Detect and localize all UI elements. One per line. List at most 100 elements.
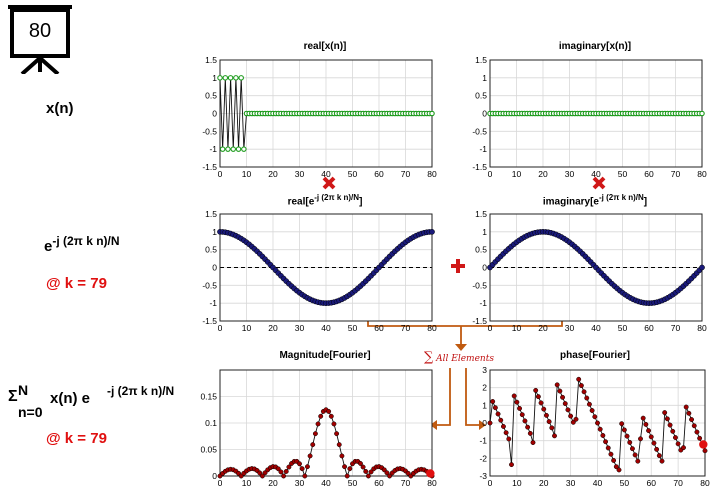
y-tick-label: -0.5 [202, 126, 217, 136]
x-tick-label: 60 [644, 323, 654, 333]
y-tick-label: -0.5 [202, 280, 217, 290]
data-point [681, 445, 686, 451]
multiply-icon [592, 176, 606, 190]
series-points [217, 407, 435, 479]
x-tick-label: 50 [618, 169, 628, 179]
tick-labels: 0 10 20 30 40 50 60 70 80 -3 -2 -1 0 1 2 3 [479, 366, 710, 488]
y-tick-label: 0.5 [205, 245, 217, 255]
x-tick-label: 30 [295, 478, 305, 488]
highlight-point [699, 440, 708, 449]
dft-sum-label: Σ N n=0 x(n) e -j (2π k n)/N [8, 382, 188, 422]
data-point [664, 416, 670, 422]
plot-title-real-e-post: ] [359, 196, 363, 208]
tick-labels: 0 10 20 30 40 50 60 70 80 -1.5 -1 -0.5 0 0.5 1 1.5 [202, 210, 437, 333]
sum-lower-limit: n=0 [18, 404, 43, 420]
series-points [217, 75, 435, 152]
y-tick-label: 2 [482, 383, 487, 393]
data-point [225, 146, 231, 152]
data-point [533, 387, 539, 393]
x-tick-label: 60 [644, 169, 654, 179]
x-tick-label: 30 [295, 169, 305, 179]
series-points [487, 376, 708, 473]
data-point [573, 416, 579, 422]
data-point [302, 473, 308, 479]
data-point [619, 421, 625, 427]
data-point [297, 461, 302, 467]
series-points [217, 228, 435, 307]
data-point [557, 388, 563, 394]
data-point [699, 110, 705, 117]
y-tick-label: -1.5 [202, 316, 217, 326]
data-point [275, 466, 281, 472]
x-tick-label: 40 [321, 478, 331, 488]
data-point [702, 448, 708, 454]
data-point [360, 464, 366, 470]
data-point [635, 458, 641, 464]
x-tick-label: 70 [401, 478, 411, 488]
data-point [638, 436, 643, 442]
x-tick-label: 40 [591, 323, 601, 333]
y-tick-label: -1.5 [202, 162, 217, 172]
data-point [318, 413, 324, 419]
data-point [632, 452, 638, 458]
y-tick-label: -1.5 [472, 316, 487, 326]
x-tick-label: 80 [427, 169, 437, 179]
x-tick-label: 40 [591, 169, 601, 179]
data-point [616, 467, 622, 473]
y-tick-label: 0 [482, 263, 487, 273]
data-point [344, 473, 350, 479]
data-point [629, 446, 635, 452]
data-point [654, 446, 660, 452]
data-point [538, 400, 544, 406]
axes-box [219, 369, 433, 477]
data-point [675, 441, 681, 447]
data-point [387, 473, 393, 479]
data-point [299, 466, 305, 472]
data-point [646, 428, 652, 434]
x-tick-label: 10 [512, 478, 522, 488]
all-elements-text: All Elements [436, 354, 494, 364]
data-point [648, 434, 654, 440]
data-point [503, 430, 509, 436]
x-tick-label: 80 [697, 323, 707, 333]
x-tick-label: 70 [401, 169, 411, 179]
y-tick-label: 0.5 [475, 245, 487, 255]
data-point [281, 473, 287, 479]
y-tick-label: 1 [482, 400, 487, 410]
data-point [509, 462, 514, 468]
x-tick-label: 60 [374, 323, 384, 333]
data-point [305, 464, 310, 470]
data-point [312, 431, 318, 437]
x-tick-label: 50 [618, 323, 628, 333]
y-tick-label: 0 [482, 418, 487, 428]
data-point [527, 430, 533, 436]
x-tick-label: 70 [671, 169, 681, 179]
plot-title-real-e: real[e-j (2π k n)/N] [220, 193, 430, 207]
plot-title-real-e-sup: -j (2π k n)/N [314, 193, 360, 202]
data-point [578, 383, 584, 388]
data-point [257, 470, 263, 476]
y-tick-label: -0.5 [472, 280, 487, 290]
x-tick-label: 10 [512, 169, 522, 179]
x-tick-label: 40 [321, 169, 331, 179]
data-point [315, 421, 321, 427]
data-point [560, 394, 566, 400]
y-tick-label: -1 [479, 298, 487, 308]
data-point [699, 264, 705, 271]
data-point [233, 75, 239, 81]
data-point [334, 431, 340, 437]
data-point [429, 110, 435, 117]
y-tick-label: 0 [212, 263, 217, 273]
y-tick-label: -1.5 [472, 162, 487, 172]
signal-label: x(n) [46, 100, 74, 117]
x-tick-label: 70 [673, 478, 683, 488]
sum-sigma: Σ [8, 388, 18, 405]
data-point [691, 423, 697, 429]
x-tick-label: 50 [348, 169, 358, 179]
y-tick-label: 0.05 [200, 445, 217, 455]
data-point [543, 412, 549, 418]
data-point [336, 442, 342, 448]
x-tick-label: 70 [671, 323, 681, 333]
x-tick-label: 80 [427, 323, 437, 333]
plot-real-x: 0 10 20 30 40 50 60 70 80 -1.5 -1 -0.5 0 0.5 1 1.5 [202, 56, 437, 179]
